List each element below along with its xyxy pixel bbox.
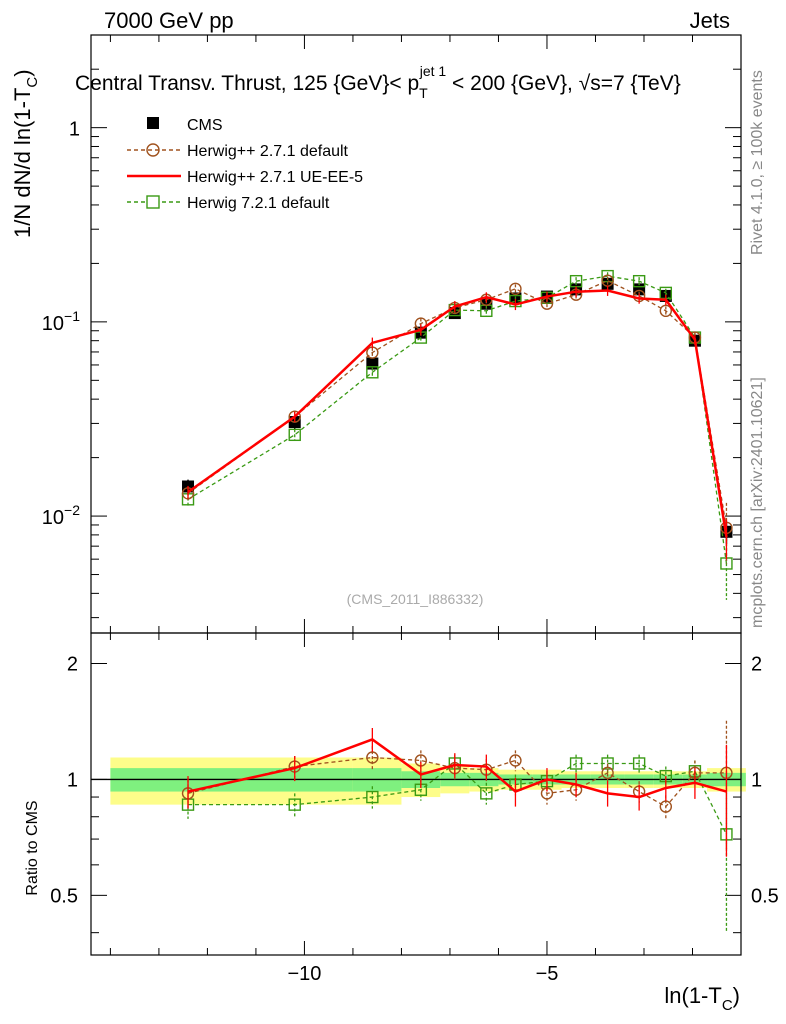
y-tick-label-ratio-right: 2 [751,653,762,675]
h721-default-ratio-point [569,757,583,770]
cms-point [366,357,379,370]
title-part3: s=7 {TeV} [590,72,681,95]
category-label: Jets [690,8,730,33]
legend-marker-cms [147,117,159,129]
x-tick-label: −10 [287,963,321,985]
main-tick-labels: 10−2 10−1 1 [42,119,80,529]
y-tick-label-ratio-left: 0.5 [50,885,78,907]
y-tick-label-ratio-left: 2 [67,653,78,675]
y-tick-label-main: 10−2 [42,502,80,529]
y-tick-label-main: 1 [69,119,80,141]
ratio-axis-ticks [91,662,741,934]
h721-default-line [187,275,728,564]
y-tick-label-main: 10−1 [42,308,80,335]
x-tick-label: −5 [536,963,559,985]
ratio-series [181,720,733,933]
legend-marker-h721-default [146,195,160,209]
legend: CMS Herwig++ 2.7.1 default Herwig++ 2.7.… [127,117,363,212]
h271-default-point [659,304,673,318]
h721-default-ratio-point [480,787,493,800]
plot-title: Central Transv. Thrust, 125 {GeV}< pTjet… [75,63,681,101]
h721-default-ratio-point [366,790,379,804]
h271-ueee5-line [187,289,728,538]
legend-marker-h271-default [146,143,160,157]
x-axis-title: ln(1-TC) [664,983,740,1014]
y-axis-title-ratio: Ratio to CMS [24,800,41,895]
mcplots-label: mcplots.cern.ch [arXiv:2401.10621] [749,377,766,628]
x-tick-labels: −10 −5 [287,963,558,985]
legend-label-h721-default: Herwig 7.2.1 default [187,195,330,212]
h721-default-point [366,366,379,379]
ratio-tick-labels: 0.5 0.5 1 1 2 2 [50,653,779,907]
h721-default-ratio-line [188,762,728,835]
h271-default-ratio-point [509,754,522,767]
h271-default-point [366,346,379,359]
title-sup: jet 1 [419,63,447,79]
title-sqrt: √ [579,72,591,95]
h721-default-ratio-point [288,798,301,811]
h271-default-ratio-point [366,751,379,764]
energy-label: 7000 GeV pp [104,8,234,33]
cms-point [480,297,493,310]
h271-default-point [601,274,614,287]
analysis-watermark: (CMS_2011_I886332) [347,591,484,607]
title-part1: Central Transv. Thrust, 125 {GeV}< p [75,72,419,95]
h271-default-ratio-point [601,766,614,780]
title-sub: T [419,85,428,101]
h721-default-ratio-point [632,757,646,770]
legend-label-h271-default: Herwig++ 2.7.1 default [187,143,349,160]
h721-default-point [288,428,301,442]
title-part2: < 200 {GeV}, [446,72,579,95]
h721-default-point [632,274,646,288]
y-axis-title-main: 1/N dN/d ln(1-TC) [10,69,41,238]
ratio-plot-frame [90,632,742,956]
y-tick-label-ratio-right: 1 [751,769,762,791]
h271-default-point [288,410,301,423]
h271-default-ratio-point [659,800,673,813]
y-tick-label-ratio-left: 1 [67,769,78,791]
h271-ueee5-ratio-line [187,738,727,799]
h271-default-point [509,282,522,296]
rivet-label: Rivet 4.1.0, ≥ 100k events [749,70,766,255]
legend-label-cms: CMS [187,117,223,134]
y-tick-label-ratio-right: 0.5 [751,885,779,907]
main-series [181,269,733,600]
legend-label-h271-ueee5: Herwig++ 2.7.1 UE-EE-5 [187,169,363,186]
